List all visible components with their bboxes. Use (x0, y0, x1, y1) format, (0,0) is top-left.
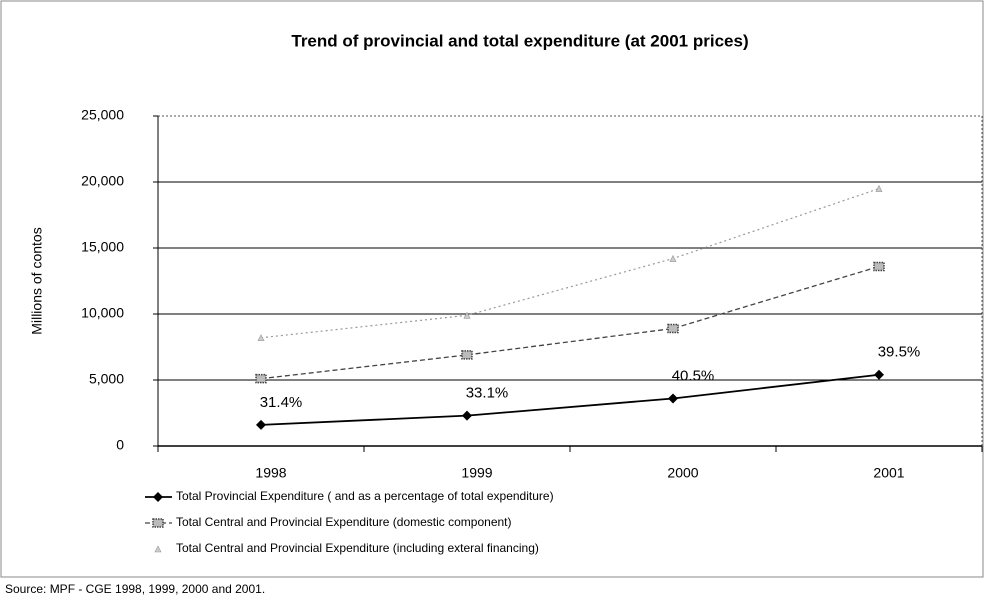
legend-label: Total Central and Provincial Expenditure… (176, 541, 539, 555)
point (462, 410, 472, 421)
point (256, 419, 266, 430)
series-line (260, 188, 880, 339)
chart-title: Trend of provincial and total expenditur… (291, 31, 748, 50)
point (463, 311, 471, 319)
data-annotation: 39.5% (878, 344, 921, 361)
series-line (260, 265, 880, 380)
series-line (260, 373, 880, 426)
point (255, 373, 267, 384)
frame (0, 0, 984, 578)
point (668, 393, 678, 404)
point (669, 254, 677, 262)
point (461, 350, 473, 360)
y-tick-label: 20,000 (81, 173, 124, 189)
legend-label: Total Central and Provincial Expenditure… (176, 515, 512, 529)
point (873, 261, 885, 272)
y-tick-label: 0 (116, 437, 124, 453)
point (152, 518, 164, 528)
y-tick-label: 25,000 (81, 107, 124, 123)
x-tick-label: 2000 (667, 465, 698, 481)
point (667, 323, 679, 334)
data-annotation: 33.1% (466, 385, 509, 402)
data-annotation: 40.5% (672, 367, 715, 384)
legend-label: Total Provincial Expenditure ( and as a … (176, 489, 554, 503)
x-tick-label: 2001 (873, 465, 904, 481)
y-tick-label: 5,000 (89, 371, 124, 387)
x-tick-label: 1998 (255, 465, 286, 481)
source: Source: MPF - CGE 1998, 1999, 2000 and 2… (5, 582, 265, 596)
y-tick-label: 10,000 (81, 305, 124, 321)
y-tick-label: 15,000 (81, 239, 124, 255)
data-annotation: 31.4% (260, 394, 303, 411)
point (874, 369, 884, 380)
x-tick-label: 1999 (461, 465, 492, 481)
y-axis-label: Millions of contos (29, 227, 45, 334)
point (154, 545, 162, 553)
point (257, 334, 265, 342)
point (875, 184, 883, 192)
point (153, 492, 163, 502)
